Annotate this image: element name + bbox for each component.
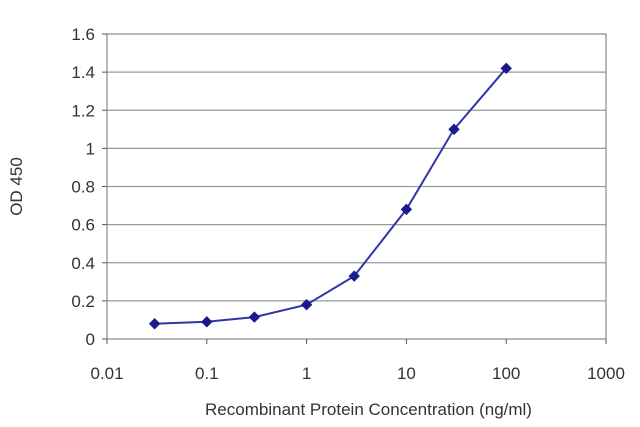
data-point (500, 62, 512, 75)
x-tick-label: 1 (302, 364, 311, 383)
grid-lines (107, 71, 606, 302)
data-point (400, 203, 413, 216)
x-tick-label: 1000 (587, 364, 625, 383)
y-tick-label: 1.4 (71, 63, 95, 82)
x-tick-label: 0.1 (195, 364, 219, 383)
x-tick-label: 10 (397, 364, 416, 383)
y-tick-label: 0.6 (71, 216, 95, 235)
y-axis-title: OD 450 (7, 157, 26, 216)
y-tick-label: 0 (86, 330, 95, 349)
data-point (448, 123, 460, 136)
data-point (201, 316, 213, 328)
data-point (248, 311, 261, 323)
y-tick-label: 1 (86, 139, 95, 158)
x-tick-label: 0.01 (90, 364, 123, 383)
data-point (348, 270, 360, 282)
x-axis: 0.01 0.1 1 10 100 1000 (90, 339, 625, 383)
y-tick-label: 0.8 (71, 178, 95, 197)
series-line (154, 67, 507, 325)
x-axis-title: Recombinant Protein Concentration (ng/ml… (205, 400, 532, 419)
y-tick-label: 0.2 (71, 292, 95, 311)
data-point (148, 318, 161, 330)
x-tick-label: 100 (492, 364, 520, 383)
y-tick-label: 1.6 (71, 25, 95, 44)
series (148, 62, 512, 330)
y-axis: 0 0.2 0.4 0.6 0.8 1 1.2 1.4 1.6 (71, 25, 107, 349)
data-point (300, 298, 313, 311)
y-tick-label: 1.2 (71, 101, 95, 120)
y-tick-label: 0.4 (71, 254, 95, 273)
